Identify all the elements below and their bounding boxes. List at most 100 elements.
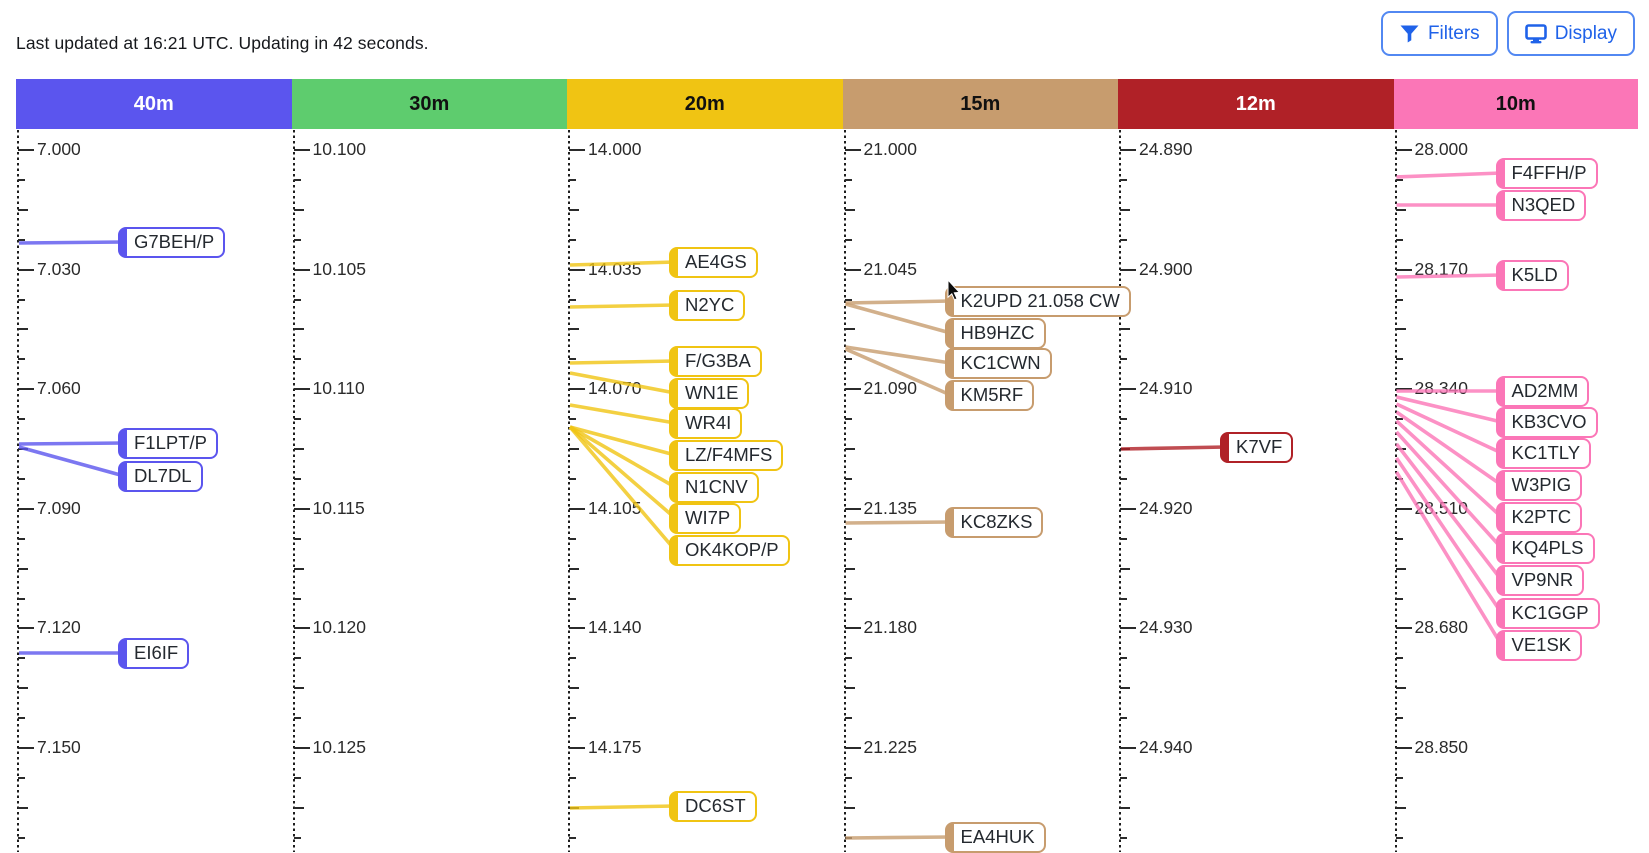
major-tick <box>1395 627 1412 630</box>
band-header-label: 40m <box>133 92 174 115</box>
spot-callsign-label: N3QED <box>1511 194 1576 215</box>
spot-callsign-label: N1CNV <box>685 476 748 497</box>
minor-tick <box>1120 328 1130 331</box>
tick-label: 14.140 <box>588 617 642 638</box>
spot-n3qed[interactable]: N3QED <box>1495 189 1587 221</box>
minor-tick <box>844 657 852 660</box>
minor-tick <box>1395 358 1403 361</box>
leader-line-n1cnv <box>569 425 676 489</box>
spot-dc6st[interactable]: DC6ST <box>669 790 757 822</box>
spot-ae4gs[interactable]: AE4GS <box>669 246 758 278</box>
minor-tick <box>18 717 25 720</box>
spot-kb3cvo[interactable]: KB3CVO <box>1495 406 1598 438</box>
spot-kc1tly[interactable]: KC1TLY <box>1495 437 1592 469</box>
leader-line-k2upd-21-058-cw <box>845 299 951 305</box>
spot-dl7dl[interactable]: DL7DL <box>118 460 203 492</box>
minor-tick <box>1395 328 1406 331</box>
spot-vp9nr[interactable]: VP9NR <box>1495 564 1585 596</box>
band-header-15m: 15m <box>842 79 1118 129</box>
major-tick <box>18 268 34 271</box>
spot-k5ld[interactable]: K5LD <box>1495 259 1569 291</box>
tick-label: 10.105 <box>312 258 367 279</box>
minor-tick <box>1120 776 1127 779</box>
minor-tick <box>18 477 25 480</box>
spot-n2yc[interactable]: N2YC <box>669 289 746 321</box>
spot-n1cnv[interactable]: N1CNV <box>669 471 759 503</box>
minor-tick <box>844 537 852 540</box>
minor-tick <box>293 238 301 241</box>
major-tick <box>569 507 585 510</box>
spot-k2ptc[interactable]: K2PTC <box>1495 501 1583 533</box>
minor-tick <box>1395 537 1403 540</box>
spot-k7vf[interactable]: K7VF <box>1220 431 1294 463</box>
major-tick <box>18 388 34 391</box>
minor-tick <box>18 208 28 211</box>
leader-line-wr4i <box>569 403 676 425</box>
spot-f4ffh-p[interactable]: F4FFH/P <box>1495 157 1598 189</box>
major-tick <box>1395 388 1412 391</box>
spot-lz-f4mfs[interactable]: LZ/F4MFS <box>669 439 784 471</box>
spot-km5rf[interactable]: KM5RF <box>944 379 1035 411</box>
major-tick <box>293 388 310 391</box>
spot-ei6if[interactable]: EI6IF <box>118 637 190 669</box>
spot-wi7p[interactable]: WI7P <box>669 502 742 534</box>
frequency-axis-15m <box>843 130 846 852</box>
minor-tick <box>569 687 579 690</box>
minor-tick <box>844 298 852 301</box>
major-tick <box>844 507 861 510</box>
major-tick <box>1395 507 1412 510</box>
tick-label: 10.100 <box>312 139 367 159</box>
spot-ve1sk[interactable]: VE1SK <box>1495 629 1583 661</box>
frequency-axis-40m <box>17 130 19 852</box>
spot-w3pig[interactable]: W3PIG <box>1495 469 1583 501</box>
spot-g7beh-p[interactable]: G7BEH/P <box>118 226 226 258</box>
leader-line-dc6st <box>569 804 676 810</box>
tick-label: 7.090 <box>37 497 81 518</box>
spot-kc1ggp[interactable]: KC1GGP <box>1495 597 1600 629</box>
band-header-20m: 20m <box>567 79 843 129</box>
spot-kc8zks[interactable]: KC8ZKS <box>944 506 1044 538</box>
display-button[interactable]: Display <box>1506 11 1635 56</box>
tick-label: 14.035 <box>588 258 642 279</box>
minor-tick <box>844 208 855 211</box>
spot-k2upd-21-058-cw[interactable]: K2UPD 21.058 CW <box>944 285 1131 317</box>
minor-tick <box>293 208 304 211</box>
tick-label: 21.180 <box>863 617 918 638</box>
spot-hb9hzc[interactable]: HB9HZC <box>944 317 1046 349</box>
major-tick <box>844 149 861 151</box>
leader-line-f1lpt-p <box>18 441 125 446</box>
spot-f-g3ba[interactable]: F/G3BA <box>669 345 762 377</box>
spot-callsign-label: WR4I <box>685 412 732 433</box>
spot-ok4kop-p[interactable]: OK4KOP/P <box>669 534 790 566</box>
spot-wr4i[interactable]: WR4I <box>669 407 743 439</box>
spot-wn1e[interactable]: WN1E <box>669 377 750 409</box>
tick-label: 24.930 <box>1139 617 1193 638</box>
minor-tick <box>18 806 28 809</box>
minor-tick <box>1395 208 1406 211</box>
spot-f1lpt-p[interactable]: F1LPT/P <box>118 427 218 459</box>
tick-label: 24.890 <box>1139 139 1193 159</box>
minor-tick <box>293 597 301 600</box>
spot-kc1cwn[interactable]: KC1CWN <box>944 347 1052 379</box>
minor-tick <box>1395 298 1403 301</box>
minor-tick <box>18 537 25 540</box>
spot-callsign-label: K2UPD 21.058 CW <box>960 290 1120 311</box>
frequency-axis-12m <box>1119 130 1121 852</box>
major-tick <box>569 268 585 271</box>
major-tick <box>1120 507 1136 510</box>
minor-tick <box>844 776 852 779</box>
minor-tick <box>18 836 25 839</box>
major-tick <box>18 149 34 151</box>
filters-button[interactable]: Filters <box>1380 11 1498 56</box>
minor-tick <box>1395 238 1403 241</box>
minor-tick <box>1395 836 1403 839</box>
spot-callsign-label: LZ/F4MFS <box>685 444 773 465</box>
minor-tick <box>569 717 576 720</box>
spot-kq4pls[interactable]: KQ4PLS <box>1495 532 1595 564</box>
minor-tick <box>844 418 852 421</box>
spot-ea4huk[interactable]: EA4HUK <box>944 821 1046 853</box>
tick-label: 24.910 <box>1139 378 1193 399</box>
minor-tick <box>569 477 576 480</box>
spot-ad2mm[interactable]: AD2MM <box>1495 375 1590 407</box>
